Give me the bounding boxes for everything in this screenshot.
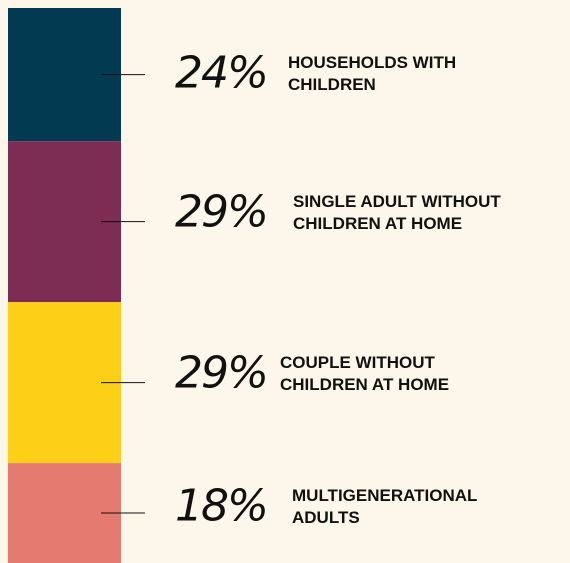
legend-label: COUPLE WITHOUT CHILDREN AT HOME	[280, 352, 450, 394]
legend-label: MULTIGENERATIONAL ADULTS	[292, 486, 478, 528]
value-label: 29%	[175, 347, 269, 399]
value-label: 18%	[175, 480, 269, 532]
value-label: 29%	[175, 186, 269, 238]
legend-label: SINGLE ADULT WITHOUT CHILDREN AT HOME	[293, 191, 501, 233]
legend-label: HOUSEHOLDS WITH CHILDREN	[288, 52, 457, 94]
value-label: 24%	[175, 47, 269, 99]
